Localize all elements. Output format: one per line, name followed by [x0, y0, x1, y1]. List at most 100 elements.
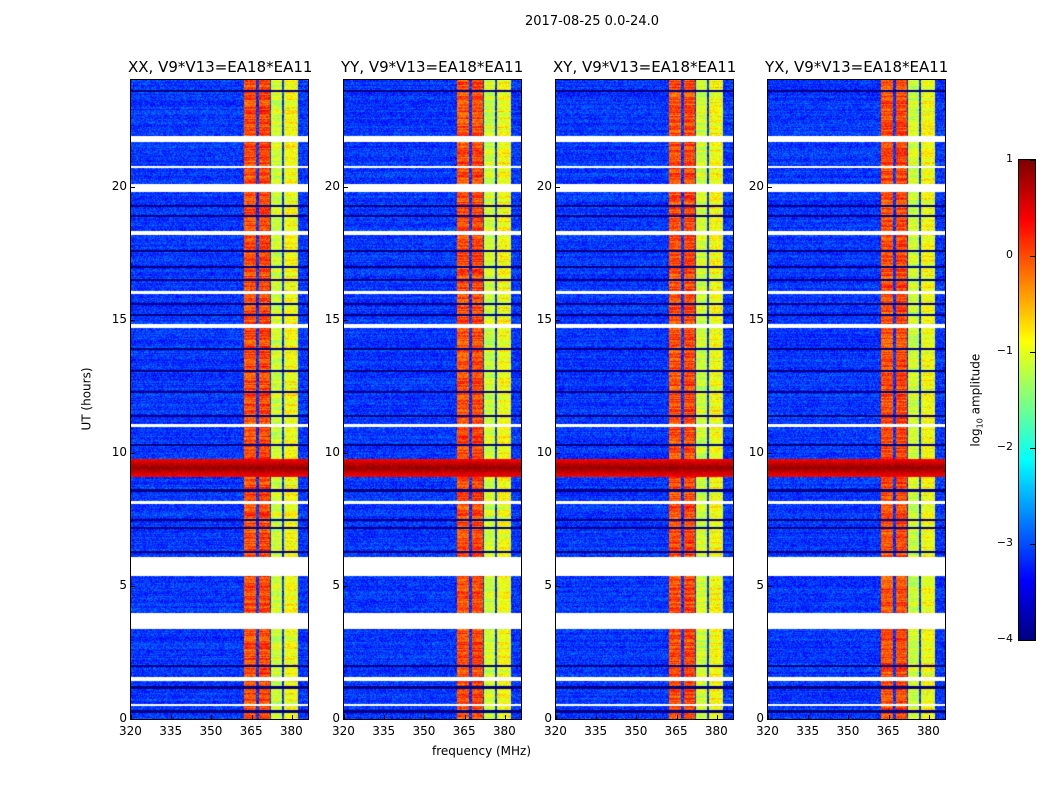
x-tick-label: 365	[452, 724, 476, 738]
y-tick-label: 10	[748, 444, 764, 459]
y-tick-label: 20	[111, 178, 127, 193]
panel-title: XX, V9*V13=EA18*EA11	[128, 58, 313, 76]
y-tick-label: 10	[111, 444, 127, 459]
x-tick	[171, 715, 173, 719]
y-tick	[556, 585, 560, 587]
y-tick	[344, 319, 348, 321]
colorbar-tick	[1030, 256, 1035, 257]
x-tick	[596, 715, 598, 719]
y-tick	[556, 186, 560, 188]
y-tick-label: 0	[119, 711, 127, 725]
y-tick-label: 5	[119, 577, 127, 592]
y-tick-label: 10	[324, 444, 340, 459]
x-tick	[556, 715, 557, 719]
y-tick	[131, 452, 135, 454]
colorbar-label-sub: 10	[975, 418, 985, 429]
panel-frame	[130, 79, 309, 720]
y-tick	[768, 452, 772, 454]
y-tick-label: 15	[324, 311, 340, 326]
colorbar-tick-label: −3	[996, 536, 1013, 549]
x-tick	[211, 715, 213, 719]
colorbar-frame	[1018, 159, 1036, 641]
x-tick-label: 365	[664, 724, 688, 738]
x-tick	[131, 715, 132, 719]
x-tick	[424, 715, 426, 719]
figure-title: 2017-08-25 0.0-24.0	[525, 14, 659, 29]
y-tick-label: 20	[748, 178, 764, 193]
y-tick	[556, 452, 560, 454]
colorbar-tick	[1030, 448, 1035, 449]
x-tick	[384, 715, 386, 719]
colorbar-tick	[1030, 640, 1035, 641]
y-tick	[131, 186, 135, 188]
x-tick	[768, 715, 769, 719]
x-tick-label: 335	[584, 724, 608, 738]
y-tick	[768, 319, 772, 321]
colorbar-tick	[1030, 352, 1035, 353]
panel-frame	[343, 79, 522, 720]
x-tick-label: 335	[372, 724, 396, 738]
y-tick-label: 5	[544, 577, 552, 592]
y-tick	[556, 319, 560, 321]
y-tick	[344, 719, 348, 720]
y-tick	[556, 719, 560, 720]
x-tick-label: 350	[412, 724, 436, 738]
x-tick-label: 380	[279, 724, 303, 738]
heatmap-4	[768, 80, 945, 719]
x-tick	[848, 715, 850, 719]
y-tick	[344, 452, 348, 454]
x-tick	[888, 715, 890, 719]
y-tick-label: 20	[536, 178, 552, 193]
x-tick-label: 320	[544, 724, 567, 738]
x-tick	[928, 715, 930, 719]
y-tick-label: 5	[756, 577, 764, 592]
y-tick-label: 15	[536, 311, 552, 326]
y-tick	[344, 186, 348, 188]
x-tick-label: 380	[492, 724, 516, 738]
y-tick	[768, 719, 772, 720]
x-tick	[344, 715, 345, 719]
x-tick	[636, 715, 638, 719]
colorbar-label: log10 amplitude	[968, 354, 984, 447]
colorbar-tick-label: 0	[1006, 248, 1013, 261]
panel-title: YY, V9*V13=EA18*EA11	[341, 58, 524, 76]
x-tick	[808, 715, 810, 719]
colorbar-label-suffix: amplitude	[968, 353, 983, 419]
colorbar-tick-label: 1	[1006, 152, 1013, 165]
x-tick	[676, 715, 678, 719]
y-tick	[131, 719, 135, 720]
y-tick-label: 15	[748, 311, 764, 326]
colorbar-tick-label: −4	[996, 632, 1013, 645]
y-tick	[344, 585, 348, 587]
y-tick-label: 0	[332, 711, 340, 725]
panel-frame	[555, 79, 734, 720]
x-tick	[504, 715, 506, 719]
x-tick	[716, 715, 718, 719]
x-tick-label: 320	[119, 724, 142, 738]
panel-title: YX, V9*V13=EA18*EA11	[765, 58, 949, 76]
x-tick-label: 350	[836, 724, 860, 738]
x-tick-label: 365	[239, 724, 263, 738]
colorbar-tick	[1030, 160, 1035, 161]
y-tick-label: 0	[756, 711, 764, 725]
x-tick-label: 320	[332, 724, 355, 738]
x-tick-label: 380	[916, 724, 940, 738]
x-tick-label: 365	[876, 724, 900, 738]
heatmap-2	[344, 80, 521, 719]
y-tick-label: 10	[536, 444, 552, 459]
x-tick	[291, 715, 293, 719]
y-tick-label: 0	[544, 711, 552, 725]
x-tick-label: 350	[199, 724, 223, 738]
y-tick-label: 5	[332, 577, 340, 592]
x-tick	[464, 715, 466, 719]
y-tick	[131, 585, 135, 587]
colorbar-tick-label: −1	[996, 344, 1013, 357]
colorbar-label-prefix: log	[968, 428, 983, 447]
heatmap-1	[131, 80, 308, 719]
colorbar	[1019, 160, 1035, 640]
x-tick-label: 350	[624, 724, 648, 738]
y-tick	[768, 585, 772, 587]
colorbar-tick	[1030, 544, 1035, 545]
y-tick-label: 20	[324, 178, 340, 193]
